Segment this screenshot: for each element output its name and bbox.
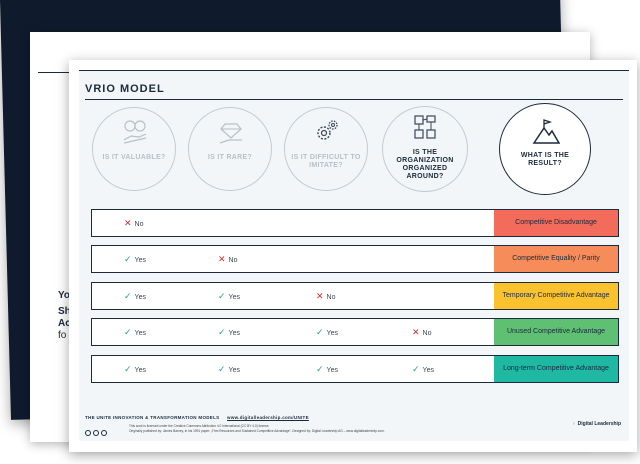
result-label: Competitive Disadvantage bbox=[515, 219, 597, 226]
answer-cell: ✕ No bbox=[124, 210, 144, 236]
answer-label: Yes bbox=[326, 367, 338, 374]
answer-label: Yes bbox=[228, 367, 240, 374]
question-imitate: IS IT DIFFICULT TO IMITATE? bbox=[284, 107, 368, 191]
answer-label: No bbox=[422, 330, 432, 337]
diamond-hand-icon bbox=[219, 123, 242, 144]
org-chart-icon bbox=[414, 115, 436, 139]
check-icon: ✓ bbox=[124, 364, 132, 374]
gears-icon bbox=[317, 120, 338, 140]
answer-label: Yes bbox=[422, 367, 434, 374]
answer-cell: ✓ Yes bbox=[218, 319, 240, 345]
cross-icon: ✕ bbox=[412, 327, 420, 337]
question-label: IS IT RARE? bbox=[207, 154, 253, 161]
cross-icon: ✕ bbox=[218, 254, 226, 264]
chevron-right-icon: › bbox=[572, 421, 575, 427]
result-label: Unused Competitive Advantage bbox=[506, 328, 606, 335]
answer-label: No bbox=[228, 257, 238, 264]
question-label: IS THE ORGANIZATION ORGANIZED AROUND? bbox=[396, 149, 454, 180]
cross-icon: ✕ bbox=[316, 291, 324, 301]
answer-cell: ✓ Yes bbox=[316, 319, 338, 345]
answer-cell: ✓ Yes bbox=[218, 283, 240, 309]
answer-label: Yes bbox=[326, 330, 338, 337]
question-valuable: IS IT VALUABLE? bbox=[92, 107, 176, 191]
bg-text-3: Ac bbox=[58, 318, 71, 329]
footer-series: THE UNITE INNOVATION & TRANSFORMATION MO… bbox=[85, 415, 309, 420]
check-icon: ✓ bbox=[218, 364, 226, 374]
license-icons bbox=[85, 423, 109, 441]
result-box: Long-term Competitive Advantage bbox=[494, 356, 618, 382]
vrio-panel: VRIO MODEL IS IT VALUABLE? IS IT RARE? bbox=[79, 70, 629, 441]
vrio-row: ✕ No Competitive Disadvantage bbox=[91, 209, 619, 237]
answer-cell: ✕ No bbox=[412, 319, 432, 345]
footer-series-text: THE UNITE INNOVATION & TRANSFORMATION MO… bbox=[85, 415, 220, 420]
answer-label: Yes bbox=[228, 294, 240, 301]
vrio-row: ✓ Yes ✓ Yes ✕ No Temporary Competitive Advanta… bbox=[91, 282, 619, 310]
answer-cell: ✕ No bbox=[218, 246, 238, 272]
footer-license: This work is licensed under the Creative… bbox=[129, 424, 270, 428]
check-icon: ✓ bbox=[316, 364, 324, 374]
question-rare: IS IT RARE? bbox=[188, 107, 272, 191]
money-hand-icon bbox=[123, 120, 147, 144]
answer-cell: ✓ Yes bbox=[124, 356, 146, 382]
check-icon: ✓ bbox=[124, 254, 132, 264]
check-icon: ✓ bbox=[124, 327, 132, 337]
question-label: IS IT VALUABLE? bbox=[102, 154, 166, 161]
bg-text-4: fo bbox=[58, 330, 67, 341]
cross-icon: ✕ bbox=[124, 218, 132, 228]
footer-credit: Originally published by: James Barney, i… bbox=[129, 429, 385, 433]
brand-logo: › Digital Leadership bbox=[573, 421, 621, 427]
question-label: IS IT DIFFICULT TO IMITATE? bbox=[291, 154, 361, 169]
title-divider bbox=[85, 99, 623, 100]
check-icon: ✓ bbox=[412, 364, 420, 374]
answer-label: No bbox=[326, 294, 336, 301]
result-box: Competitive Disadvantage bbox=[494, 210, 618, 236]
brand-name: Digital Leadership bbox=[577, 421, 621, 427]
question-organized: IS THE ORGANIZATION ORGANIZED AROUND? bbox=[382, 106, 468, 192]
vrio-row: ✓ Yes ✓ Yes ✓ Yes ✓ Yes Long-term Competitive Ad… bbox=[91, 355, 619, 383]
vrio-row: ✓ Yes ✓ Yes ✓ Yes ✕ No Unused Competitive Advant… bbox=[91, 318, 619, 346]
check-icon: ✓ bbox=[218, 327, 226, 337]
page-title: VRIO MODEL bbox=[85, 83, 165, 95]
result-box: Competitive Equality / Parity bbox=[494, 246, 618, 272]
result-label: Temporary Competitive Advantage bbox=[502, 292, 610, 299]
answer-label: Yes bbox=[134, 294, 146, 301]
answer-label: Yes bbox=[134, 330, 146, 337]
answer-cell: ✕ No bbox=[316, 283, 336, 309]
cc-icon bbox=[85, 430, 91, 436]
answer-label: Yes bbox=[134, 367, 146, 374]
question-result: WHAT IS THE RESULT? bbox=[499, 103, 591, 195]
by-icon bbox=[93, 430, 99, 436]
check-icon: ✓ bbox=[316, 327, 324, 337]
answer-cell: ✓ Yes bbox=[316, 356, 338, 382]
answer-cell: ✓ Yes bbox=[218, 356, 240, 382]
mountain-flag-icon bbox=[532, 119, 560, 144]
result-label: Long-term Competitive Advantage bbox=[503, 365, 609, 372]
bg-text-2: Sh bbox=[58, 306, 71, 317]
answer-cell: ✓ Yes bbox=[124, 319, 146, 345]
answer-cell: ✓ Yes bbox=[124, 283, 146, 309]
footer-url[interactable]: www.digitalleadership.com/UNITE bbox=[227, 415, 309, 420]
question-label: WHAT IS THE RESULT? bbox=[520, 152, 570, 167]
result-label: Competitive Equality / Parity bbox=[512, 255, 600, 262]
answer-label: Yes bbox=[134, 257, 146, 264]
check-icon: ✓ bbox=[218, 291, 226, 301]
vrio-row: ✓ Yes ✕ No Competitive Equality / Parity bbox=[91, 245, 619, 273]
check-icon: ✓ bbox=[124, 291, 132, 301]
result-box: Temporary Competitive Advantage bbox=[494, 283, 618, 309]
answer-label: No bbox=[134, 221, 144, 228]
answer-cell: ✓ Yes bbox=[412, 356, 434, 382]
answer-cell: ✓ Yes bbox=[124, 246, 146, 272]
result-box: Unused Competitive Advantage bbox=[494, 319, 618, 345]
answer-label: Yes bbox=[228, 330, 240, 337]
bg-text-1: Yo bbox=[58, 290, 71, 301]
vrio-sheet: VRIO MODEL IS IT VALUABLE? IS IT RARE? bbox=[69, 60, 637, 452]
person-icon bbox=[101, 430, 107, 436]
